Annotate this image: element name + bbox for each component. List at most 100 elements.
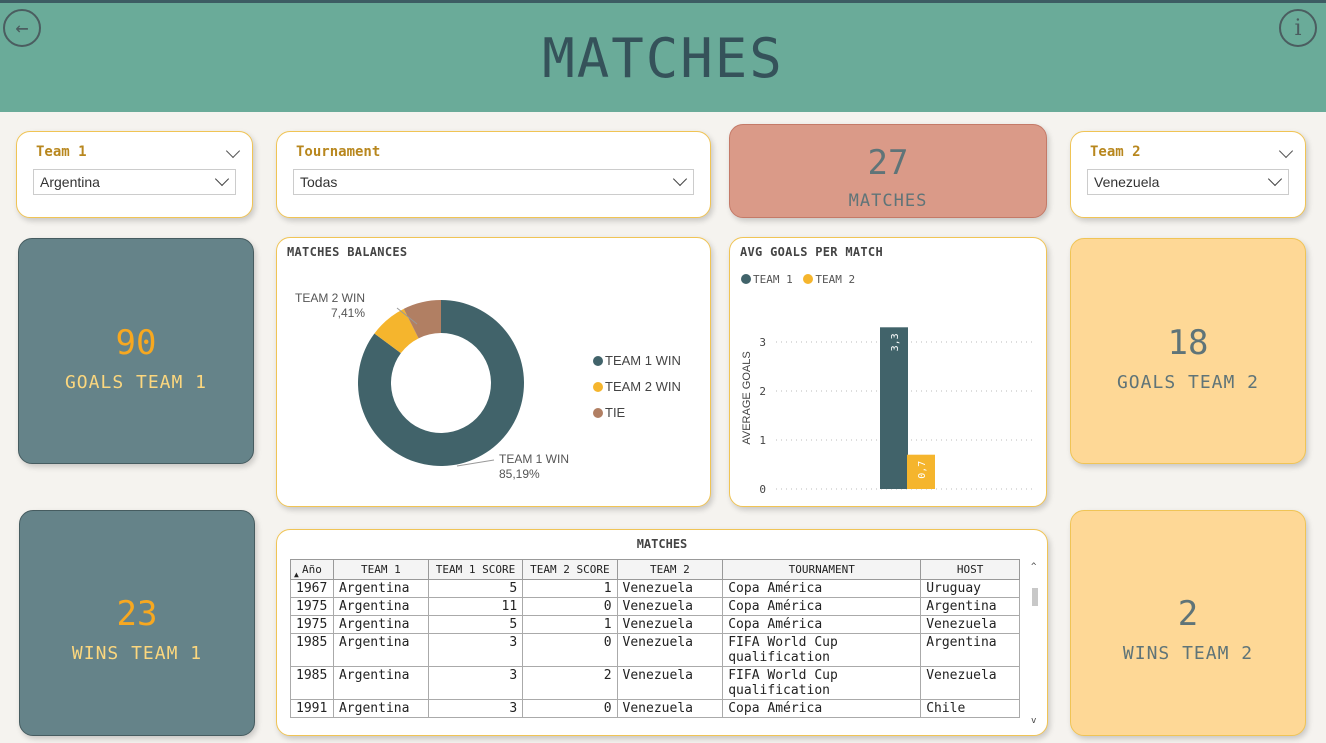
table-cell: Venezuela	[616, 615, 724, 634]
y-tick-label: 1	[759, 434, 766, 447]
legend-dot	[593, 356, 603, 366]
legend-label: TIE	[605, 405, 626, 420]
column-header[interactable]: TEAM 2 SCORE	[522, 559, 618, 580]
y-tick-label: 0	[759, 483, 766, 496]
y-axis-label: AVERAGE GOALS	[741, 351, 753, 444]
wins-team2-value: 2	[1177, 594, 1199, 634]
table-cell: Venezuela	[616, 579, 724, 598]
legend-item-team2[interactable]: TEAM 2	[803, 273, 855, 286]
column-header[interactable]: Año ▲	[290, 559, 334, 580]
goals-team1-value: 90	[115, 323, 157, 363]
tournament-slicer-label: Tournament	[296, 144, 381, 160]
bar-team-2[interactable]	[907, 454, 935, 489]
table-row[interactable]: 1985 Argentina 3 2 Venezuela FIFA World Cup q…	[290, 666, 1020, 700]
avg-goals-card: AVG GOALS PER MATCH TEAM 1 TEAM 2 0 1 2 3 3…	[729, 237, 1047, 507]
team1-dropdown[interactable]: Argentina	[33, 169, 236, 195]
team2-dropdown[interactable]: Venezuela	[1087, 169, 1289, 195]
table-cell: 0	[522, 597, 618, 616]
table-cell: 5	[427, 615, 524, 634]
table-cell: 3	[427, 633, 524, 667]
column-header[interactable]: TOURNAMENT	[722, 559, 922, 580]
balances-title: MATCHES BALANCES	[287, 245, 408, 259]
column-header[interactable]: TEAM 1 SCORE	[427, 559, 524, 580]
table-cell: 1975	[290, 597, 334, 616]
tournament-dropdown[interactable]: Todas	[293, 169, 694, 195]
table-cell: 1985	[290, 633, 334, 667]
table-cell: 1975	[290, 615, 334, 634]
bar-team-1[interactable]	[880, 327, 908, 489]
table-cell: Venezuela	[920, 615, 1020, 634]
info-icon: i	[1294, 15, 1302, 41]
table-cell: 0	[522, 699, 618, 718]
legend-dot	[803, 274, 814, 284]
table-cell: FIFA World Cup qualification	[722, 666, 922, 700]
table-cell: Venezuela	[616, 633, 724, 667]
scroll-down-icon[interactable]: v	[1031, 716, 1037, 726]
collapse-chevron-icon[interactable]	[225, 143, 241, 159]
chevron-down-icon	[1267, 171, 1283, 187]
team1-callout-name: TEAM 1 WIN	[499, 452, 569, 466]
goals-team2-label: GOALS TEAM 2	[1116, 372, 1260, 393]
team2-slicer: Team 2 Venezuela	[1070, 131, 1306, 218]
table-viewport: Año ▲ TEAM 1 TEAM 1 SCORE TEAM 2 SCORE TEAM 2…	[290, 559, 1020, 727]
team1-callout-pct: 85,19%	[499, 467, 540, 481]
avg-goals-title: AVG GOALS PER MATCH	[740, 245, 883, 259]
wins-team1-card: 23 WINS TEAM 1	[19, 510, 255, 736]
team1-slicer: Team 1 Argentina	[16, 131, 253, 218]
wins-team1-value: 23	[116, 594, 158, 634]
table-row[interactable]: 1975 Argentina 5 1 Venezuela Copa América Vene…	[290, 615, 1020, 634]
legend-dot	[593, 382, 603, 392]
table-row[interactable]: 1967 Argentina 5 1 Venezuela Copa América Urug…	[290, 579, 1020, 598]
column-header-label: Año	[302, 563, 322, 576]
table-cell: Venezuela	[616, 666, 724, 700]
legend-item-tie[interactable]: TIE	[593, 400, 681, 426]
bar-data-label: 3,3	[890, 333, 901, 351]
team1-slicer-label: Team 1	[36, 144, 87, 160]
wins-team1-label: WINS TEAM 1	[71, 643, 203, 664]
table-row[interactable]: 1985 Argentina 3 0 Venezuela FIFA World Cup q…	[290, 633, 1020, 667]
back-button[interactable]: ←	[3, 9, 41, 47]
table-scrollbar[interactable]: ^ v	[1028, 562, 1042, 726]
table-cell: Copa América	[722, 597, 922, 616]
info-button[interactable]: i	[1279, 9, 1317, 47]
donut-slice-team-1-win[interactable]	[357, 300, 524, 466]
goals-team2-card: 18 GOALS TEAM 2	[1070, 238, 1306, 464]
tournament-selected-value: Todas	[300, 174, 338, 190]
table-cell: 2	[522, 666, 618, 700]
table-cell: Argentina	[332, 633, 429, 667]
balances-legend: TEAM 1 WIN TEAM 2 WIN TIE	[593, 348, 681, 426]
donut-slice-team-2-win[interactable]	[374, 308, 419, 354]
table-cell: 1991	[290, 699, 334, 718]
header-bar: ← MATCHES i	[0, 0, 1326, 112]
collapse-chevron-icon[interactable]	[1278, 143, 1294, 159]
column-header[interactable]: HOST	[920, 559, 1020, 580]
table-cell: 1	[522, 615, 618, 634]
table-row[interactable]: 1975 Argentina 11 0 Venezuela Copa América Arg…	[290, 597, 1020, 616]
wins-team2-label: WINS TEAM 2	[1122, 643, 1254, 664]
legend-label: TEAM 1 WIN	[605, 353, 681, 368]
legend-item-team1-win[interactable]: TEAM 1 WIN	[593, 348, 681, 374]
page-title: MATCHES	[542, 27, 784, 90]
table-cell: Argentina	[332, 699, 429, 718]
y-tick-label: 2	[759, 385, 766, 398]
team1-selected-value: Argentina	[40, 174, 100, 190]
table-cell: Argentina	[332, 579, 429, 598]
y-tick-label: 3	[759, 336, 766, 349]
scrollbar-thumb[interactable]	[1032, 588, 1038, 606]
column-header[interactable]: TEAM 2	[616, 559, 724, 580]
donut-slice-tie[interactable]	[403, 300, 441, 339]
table-cell: Venezuela	[920, 666, 1020, 700]
avg-goals-chart: 0 1 2 3 3,3 0,7 AVERAGE GOALS	[741, 327, 1036, 496]
table-cell: FIFA World Cup qualification	[722, 633, 922, 667]
team2-callout-pct: 7,41%	[331, 306, 365, 320]
table-row[interactable]: 1991 Argentina 3 0 Venezuela Copa América Chil…	[290, 699, 1020, 718]
legend-item-team2-win[interactable]: TEAM 2 WIN	[593, 374, 681, 400]
legend-item-team1[interactable]: TEAM 1	[741, 273, 793, 286]
scroll-up-icon[interactable]: ^	[1031, 562, 1037, 572]
table-cell: Venezuela	[616, 699, 724, 718]
legend-dot	[741, 274, 751, 284]
table-cell: 5	[427, 579, 524, 598]
table-cell: Argentina	[332, 615, 429, 634]
avg-goals-legend: TEAM 1 TEAM 2	[741, 273, 855, 286]
column-header[interactable]: TEAM 1	[332, 559, 429, 580]
